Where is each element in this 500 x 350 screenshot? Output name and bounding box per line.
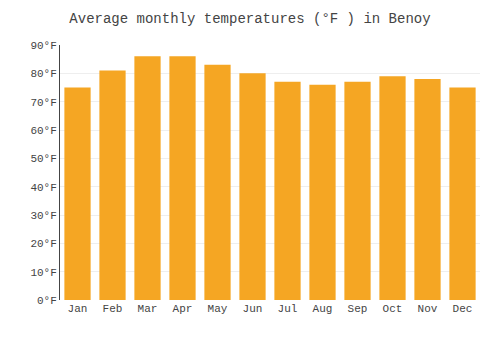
svg-text:Average monthly temperatures (: Average monthly temperatures (°F ) in Be…	[69, 11, 430, 27]
svg-text:Aug: Aug	[313, 303, 333, 315]
svg-text:10°F: 10°F	[30, 267, 56, 279]
svg-text:Apr: Apr	[173, 303, 193, 315]
svg-text:0°F: 0°F	[37, 295, 57, 307]
svg-text:Feb: Feb	[103, 303, 123, 315]
svg-text:30°F: 30°F	[30, 210, 56, 222]
svg-text:40°F: 40°F	[30, 182, 56, 194]
svg-text:Sep: Sep	[348, 303, 368, 315]
svg-text:70°F: 70°F	[30, 97, 56, 109]
svg-text:Jun: Jun	[243, 303, 263, 315]
svg-text:Jul: Jul	[278, 303, 298, 315]
svg-text:50°F: 50°F	[30, 153, 56, 165]
svg-text:Jan: Jan	[68, 303, 88, 315]
svg-text:80°F: 80°F	[30, 68, 56, 80]
svg-text:90°F: 90°F	[30, 40, 56, 52]
svg-text:60°F: 60°F	[30, 125, 56, 137]
svg-text:Dec: Dec	[453, 303, 473, 315]
svg-text:20°F: 20°F	[30, 238, 56, 250]
svg-text:Nov: Nov	[418, 303, 438, 315]
svg-text:Mar: Mar	[138, 303, 158, 315]
svg-text:Oct: Oct	[383, 303, 403, 315]
svg-text:May: May	[208, 303, 228, 315]
